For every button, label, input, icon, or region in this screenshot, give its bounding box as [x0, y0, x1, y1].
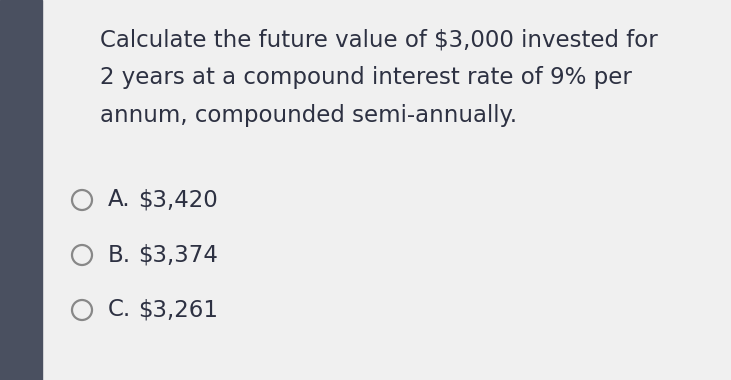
Text: $3,420: $3,420: [138, 188, 218, 212]
Bar: [0, 0, 42, 380]
Text: $3,374: $3,374: [138, 244, 218, 266]
Text: 2 years at a compound interest rate of 9% per: 2 years at a compound interest rate of 9…: [100, 66, 632, 89]
Text: A.: A.: [108, 188, 131, 212]
Text: $3,261: $3,261: [138, 299, 218, 321]
Text: C.: C.: [108, 299, 132, 321]
Text: Calculate the future value of $3,000 invested for: Calculate the future value of $3,000 inv…: [100, 28, 658, 51]
Text: B.: B.: [108, 244, 131, 266]
Text: annum, compounded semi-annually.: annum, compounded semi-annually.: [100, 104, 517, 127]
